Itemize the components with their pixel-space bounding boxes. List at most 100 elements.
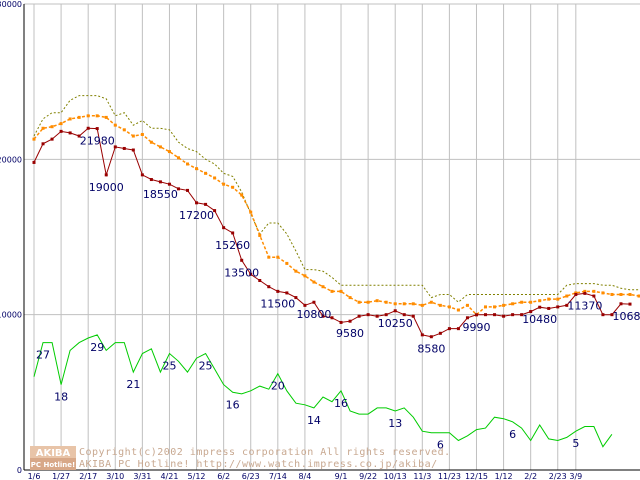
lowest-price-point	[158, 180, 162, 184]
average-price-point	[285, 261, 289, 265]
akiba-logo-bottom: PC Hotline!	[31, 461, 75, 469]
lowest-price-point	[32, 160, 36, 164]
x-tick-label: 1/12	[495, 472, 513, 480]
x-tick-label: 8/4	[298, 472, 311, 480]
lowest-price-point	[140, 173, 144, 177]
x-tick-label: 11/23	[438, 472, 461, 480]
y-tick-label: 30000	[0, 0, 22, 9]
lowest-price-point	[375, 314, 379, 318]
average-price-point	[68, 117, 72, 121]
average-price-point	[86, 114, 90, 118]
lowest-price-point	[285, 291, 289, 295]
average-price-point	[484, 305, 488, 309]
average-price-point	[59, 122, 63, 126]
lowest-price-point	[538, 305, 542, 309]
data-label: 27	[36, 349, 50, 362]
average-price-point	[276, 255, 280, 259]
lowest-price-point	[493, 313, 497, 317]
average-price-point	[456, 308, 460, 312]
average-price-point	[95, 114, 99, 118]
lowest-price-point	[41, 142, 45, 146]
data-label: 10480	[522, 313, 557, 326]
average-price-point	[149, 140, 153, 144]
data-label: 29	[90, 341, 104, 354]
lowest-price-point	[176, 187, 180, 191]
average-price-point	[312, 280, 316, 284]
lowest-price-point	[456, 327, 460, 331]
data-label: 13500	[224, 266, 259, 279]
average-price-point	[511, 302, 515, 306]
average-price-point	[520, 300, 524, 304]
lowest-price-point	[601, 313, 605, 317]
copyright-text: Copyright(c)2002 impress corporation All…	[79, 447, 451, 458]
average-price-point	[330, 289, 334, 293]
watermark: AKIBA PC Hotline! Copyright(c)2002 impre…	[30, 446, 451, 470]
average-price-point	[357, 300, 361, 304]
average-price-point	[41, 126, 45, 130]
x-tick-label: 6/2	[217, 472, 230, 480]
lowest-price-point	[294, 296, 298, 300]
lowest-price-point	[619, 302, 623, 306]
data-label: 10250	[378, 317, 413, 330]
average-price-point	[321, 285, 325, 289]
average-price-point	[294, 269, 298, 273]
average-price-point	[122, 128, 126, 132]
data-label: 8580	[417, 343, 445, 356]
lowest-price-point	[592, 294, 596, 298]
data-label: 25	[199, 360, 213, 373]
data-label: 16	[334, 397, 348, 410]
x-tick-label: 4/21	[160, 472, 178, 480]
lowest-price-point	[484, 313, 488, 317]
data-label: 21980	[80, 135, 115, 148]
average-price-point	[131, 134, 135, 138]
lowest-price-point	[240, 258, 244, 262]
data-label: 11370	[567, 299, 602, 312]
average-price-point	[366, 300, 370, 304]
lowest-price-point	[366, 313, 370, 317]
average-price-point	[592, 289, 596, 293]
lowest-price-point	[357, 314, 361, 318]
data-label: 6	[437, 439, 444, 452]
data-label: 20	[271, 380, 285, 393]
average-price-point	[601, 291, 605, 295]
average-price-point	[158, 145, 162, 149]
data-label: 10800	[296, 308, 331, 321]
lowest-price-point	[258, 278, 262, 282]
x-tick-label: 2/2	[524, 472, 537, 480]
lowest-price-point	[565, 303, 569, 307]
average-price-point	[556, 297, 560, 301]
shop-count-line	[33, 334, 613, 448]
lowest-price-point	[330, 316, 334, 320]
gridlines	[24, 3, 640, 470]
data-label: 18550	[143, 188, 178, 201]
data-label: 9990	[462, 321, 490, 334]
average-price-point	[176, 156, 180, 160]
lowest-price-point	[628, 302, 632, 306]
lowest-price-point	[86, 126, 90, 130]
average-price-point	[583, 289, 587, 293]
y-tick-label: 20000	[0, 155, 22, 164]
lowest-price-point	[77, 134, 81, 138]
average-price-point	[610, 292, 614, 296]
data-label: 19000	[89, 181, 124, 194]
average-price-point	[465, 303, 469, 307]
average-price-point	[303, 274, 307, 278]
data-label: 21	[126, 378, 140, 391]
lowest-price-point	[339, 320, 343, 324]
lowest-price-point	[502, 314, 506, 318]
average-price-point	[339, 289, 343, 293]
lowest-price-point	[249, 272, 253, 276]
average-price-point	[231, 185, 235, 189]
lowest-price-point	[474, 313, 478, 317]
data-label: 25	[162, 360, 176, 373]
lowest-price-point	[312, 300, 316, 304]
lowest-price-point	[429, 335, 433, 339]
lowest-price-point	[384, 313, 388, 317]
lowest-price-point	[411, 314, 415, 318]
data-label: 5	[572, 437, 579, 450]
average-price-point	[565, 294, 569, 298]
lowest-price-point	[50, 137, 54, 141]
